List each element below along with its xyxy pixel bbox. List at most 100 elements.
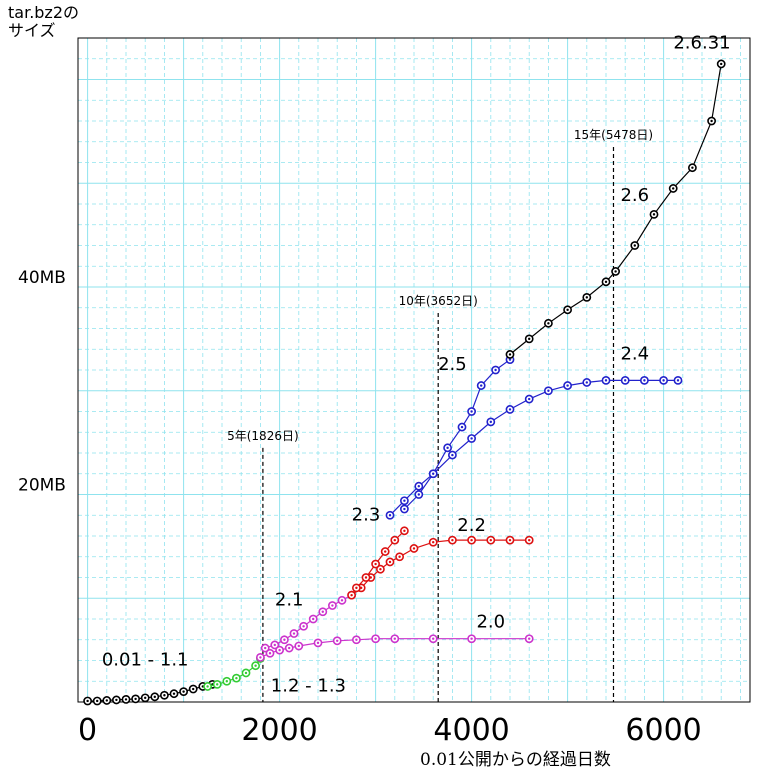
data-point-core <box>235 676 238 680</box>
data-point-core <box>259 656 262 659</box>
data-point-core <box>216 683 219 686</box>
data-point-core <box>566 384 569 387</box>
data-point-core <box>585 381 588 384</box>
data-point-core <box>273 643 276 647</box>
data-point-core <box>710 119 713 123</box>
y-axis-label: tar.bz2の サイズ <box>8 3 80 40</box>
data-point-core <box>489 538 492 542</box>
data-point-core <box>336 639 339 642</box>
data-point-core <box>508 538 512 542</box>
data-point-core <box>432 541 435 544</box>
milestone-label: 10年(3652日) <box>399 294 478 308</box>
data-point-core <box>566 308 569 312</box>
data-point-core <box>470 410 473 413</box>
data-point-core <box>412 547 416 550</box>
x-tick-label: 4000 <box>433 713 509 748</box>
data-point-core <box>388 560 392 564</box>
data-point-core <box>720 62 723 66</box>
plot-frame <box>77 37 751 703</box>
series-annotations: 0.01 - 1.1 1.2 - 1.3 2.0 2.1 2.2 2.3 2.4 2.5 2.6… <box>102 32 731 696</box>
data-point-core <box>124 698 128 701</box>
data-point-core <box>403 499 406 502</box>
data-point-core <box>288 646 291 650</box>
data-point-core <box>254 664 257 667</box>
y-tick-label: 20MB <box>18 476 66 496</box>
milestone-label: 15年(5478日) <box>574 128 653 142</box>
series-layer <box>83 59 726 706</box>
data-point-core <box>470 538 473 542</box>
data-point-core <box>134 697 137 701</box>
axis-ticks: 0 2000 4000 6000 20MB 40MB <box>18 268 702 748</box>
data-point-core <box>417 485 420 488</box>
data-point-core <box>691 166 694 169</box>
data-point-core <box>624 379 627 382</box>
data-point-core <box>528 337 531 341</box>
data-point-core <box>393 637 396 640</box>
series-annotation: 2.0 <box>476 611 505 632</box>
data-point-core <box>331 604 334 607</box>
data-point-core <box>340 599 344 602</box>
series-annotation: 2.6.31 <box>673 32 730 53</box>
series-annotation: 1.2 - 1.3 <box>271 676 346 697</box>
data-point-core <box>633 244 636 247</box>
series-line <box>509 63 722 355</box>
data-point-core <box>614 270 617 273</box>
data-point-core <box>278 648 281 652</box>
data-point-core <box>528 397 531 401</box>
data-point-core <box>417 493 420 496</box>
milestone-label: 5年(1826日) <box>227 429 299 443</box>
series-annotation: 2.1 <box>275 590 304 611</box>
data-point-core <box>393 538 396 542</box>
data-point-core <box>652 213 656 216</box>
data-point-core <box>508 358 512 361</box>
data-point-core <box>585 296 588 299</box>
grid <box>78 37 750 703</box>
data-point-core <box>192 687 195 691</box>
data-point-core <box>451 538 454 542</box>
x-tick-label: 2000 <box>241 713 317 748</box>
data-point-core <box>163 694 166 697</box>
data-point-core <box>355 638 358 641</box>
data-point-core <box>244 671 248 675</box>
data-point-core <box>528 538 531 542</box>
data-point-core <box>206 685 209 688</box>
data-point-core <box>264 646 267 650</box>
data-point-core <box>364 576 368 579</box>
x-tick-label: 0 <box>78 713 97 748</box>
x-axis-label: 0.01公開からの経過日数 <box>420 750 611 770</box>
data-point-core <box>374 637 377 640</box>
data-point-core <box>302 625 305 628</box>
data-point-core <box>297 644 300 648</box>
data-point-core <box>172 692 176 695</box>
data-point-core <box>350 593 353 597</box>
data-point-core <box>446 446 449 450</box>
x-tick-label: 6000 <box>625 713 701 748</box>
data-point-core <box>547 389 550 392</box>
data-point-core <box>321 610 324 613</box>
data-point-core <box>403 529 406 533</box>
data-point-core <box>451 453 454 457</box>
series-annotation: 2.3 <box>352 504 381 525</box>
data-point-core <box>676 379 680 382</box>
series-annotation: 2.2 <box>457 515 486 536</box>
data-point-core <box>374 562 377 566</box>
data-point-core <box>355 586 358 590</box>
data-point-core <box>225 680 228 683</box>
data-point-core <box>460 425 464 429</box>
data-point-core <box>388 514 392 517</box>
data-point-core <box>105 699 109 702</box>
data-point-core <box>268 652 272 655</box>
y-tick-label: 40MB <box>18 268 66 288</box>
data-point-core <box>379 568 382 571</box>
data-point-core <box>470 637 473 640</box>
data-point-core <box>403 507 406 511</box>
data-point-core <box>432 637 435 640</box>
data-point-core <box>508 353 512 356</box>
data-point-core <box>96 699 99 703</box>
data-point-core <box>292 632 296 635</box>
data-point-core <box>494 368 497 372</box>
data-point-core <box>489 420 492 424</box>
data-point-core <box>672 187 675 190</box>
data-point-core <box>283 638 286 641</box>
